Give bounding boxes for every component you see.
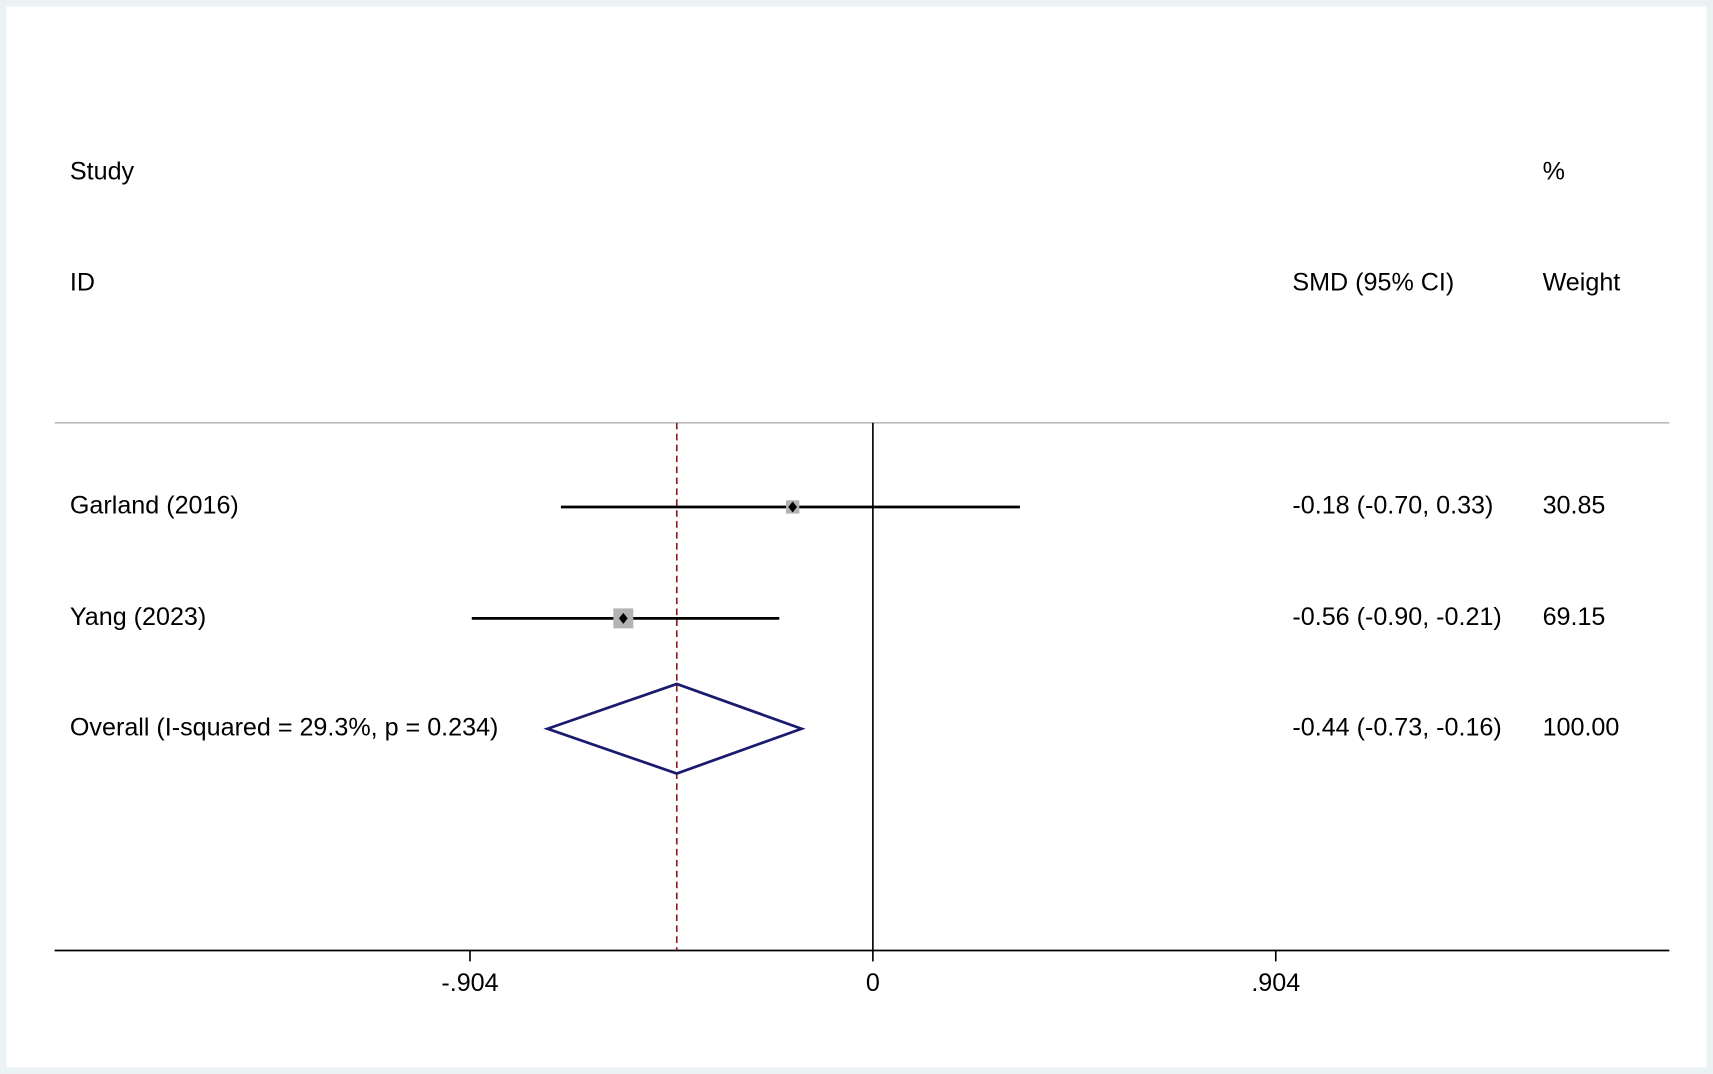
weight-label: 30.85 [1543,492,1606,520]
effect-label: -0.18 (-0.70, 0.33) [1292,492,1493,520]
effect-label: -0.56 (-0.90, -0.21) [1292,603,1501,631]
plot-region [6,6,1707,1068]
x-tick-label: 0 [866,969,880,997]
header: Study [70,157,135,185]
x-tick-label: .904 [1251,969,1300,997]
overall-diamond [543,682,806,775]
study-label: Yang (2023) [70,603,206,631]
header: SMD (95% CI) [1292,269,1454,297]
study-label: Garland (2016) [70,492,239,520]
header: Weight [1543,269,1621,297]
overall-label: Overall (I-squared = 29.3%, p = 0.234) [70,713,499,741]
weight-label: 69.15 [1543,603,1606,631]
weight-label: 100.00 [1543,713,1620,741]
header: ID [70,269,95,297]
point [788,501,798,513]
effect-label: -0.44 (-0.73, -0.16) [1292,713,1501,741]
header: % [1543,157,1565,185]
x-tick-label: -.904 [441,969,498,997]
